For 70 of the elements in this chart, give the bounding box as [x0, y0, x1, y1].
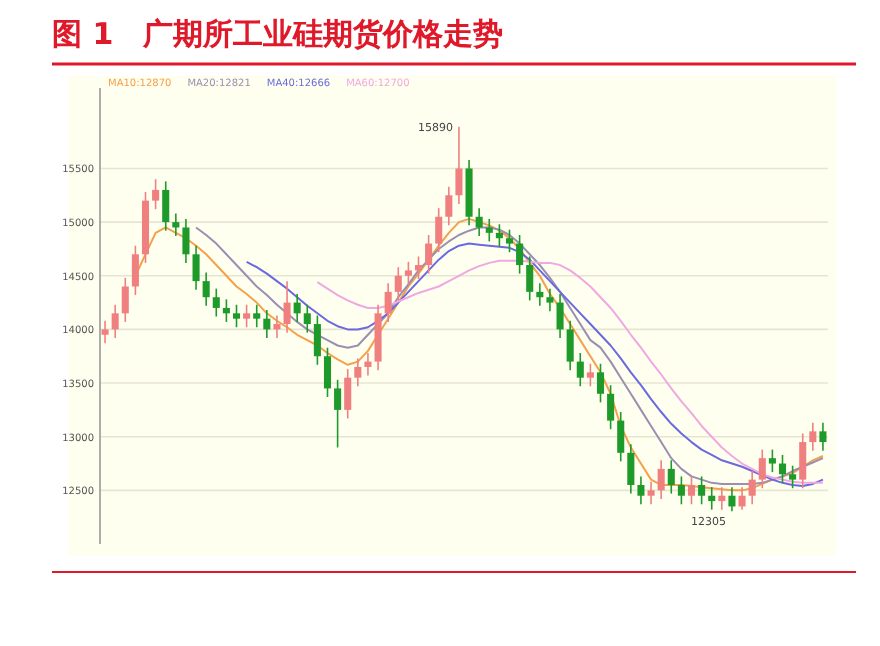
candlestick	[778, 454, 787, 484]
candlestick	[222, 298, 230, 323]
candlestick	[313, 314, 321, 366]
candlestick	[728, 486, 736, 513]
candlestick	[748, 470, 756, 506]
candlestick	[354, 357, 362, 388]
candlestick	[637, 475, 645, 506]
candlestick	[738, 486, 746, 511]
candlestick	[364, 352, 372, 377]
candlestick	[495, 223, 503, 248]
candlestick	[758, 448, 766, 490]
candlestick	[384, 282, 392, 323]
candlestick	[516, 234, 524, 275]
candlestick	[667, 459, 675, 495]
candlestick	[789, 464, 797, 490]
candlestick	[698, 475, 706, 506]
candlestick	[617, 411, 625, 463]
candlestick	[273, 314, 281, 339]
candlestick	[344, 368, 352, 420]
candlestick	[232, 303, 241, 329]
candlestick	[485, 218, 493, 243]
candlestick	[445, 185, 453, 227]
candlestick	[182, 218, 190, 264]
candlestick	[475, 207, 483, 237]
candlestick	[131, 244, 139, 296]
candlestick	[526, 255, 534, 302]
candlestick	[172, 212, 180, 237]
candlestick	[435, 207, 443, 253]
candlestick	[243, 303, 251, 329]
candlestick	[627, 443, 635, 495]
candlestick	[687, 475, 696, 506]
candlestick	[536, 282, 544, 307]
candlestick	[253, 303, 261, 329]
candlestick	[212, 287, 220, 318]
candlestick	[596, 362, 605, 404]
candlestick	[607, 384, 615, 430]
candlestick	[768, 448, 776, 473]
candlestick	[718, 486, 726, 511]
candlestick	[162, 180, 170, 232]
candlestick	[425, 234, 433, 275]
candlestick	[283, 280, 291, 334]
candlestick	[192, 244, 200, 291]
chart-title: 图 1 广期所工业硅期货价格走势	[52, 16, 504, 52]
candlestick	[303, 303, 311, 334]
candlestick	[647, 480, 655, 506]
candlestick	[677, 475, 685, 506]
candlestick	[293, 293, 301, 323]
candlestick	[455, 125, 463, 205]
candlestick	[576, 352, 584, 388]
candlestick	[414, 255, 423, 280]
candlestick	[263, 309, 271, 339]
candlestick	[202, 271, 210, 307]
candlestick	[566, 320, 574, 371]
candlestick	[657, 459, 665, 500]
candlestick	[111, 303, 119, 339]
candlestick	[505, 228, 514, 253]
candlestick	[101, 320, 109, 345]
candlestick	[334, 379, 342, 449]
candlestick	[152, 178, 160, 211]
candlestick	[546, 287, 554, 312]
candlestick	[556, 293, 564, 339]
candlestick	[404, 261, 412, 286]
candlestick	[708, 486, 716, 511]
candlestick	[323, 346, 332, 398]
candlestick	[819, 421, 827, 452]
candlestick	[799, 432, 807, 490]
candlestick	[394, 266, 402, 302]
candlestick	[586, 362, 594, 388]
candlestick	[121, 277, 129, 323]
candlestick	[809, 421, 817, 452]
